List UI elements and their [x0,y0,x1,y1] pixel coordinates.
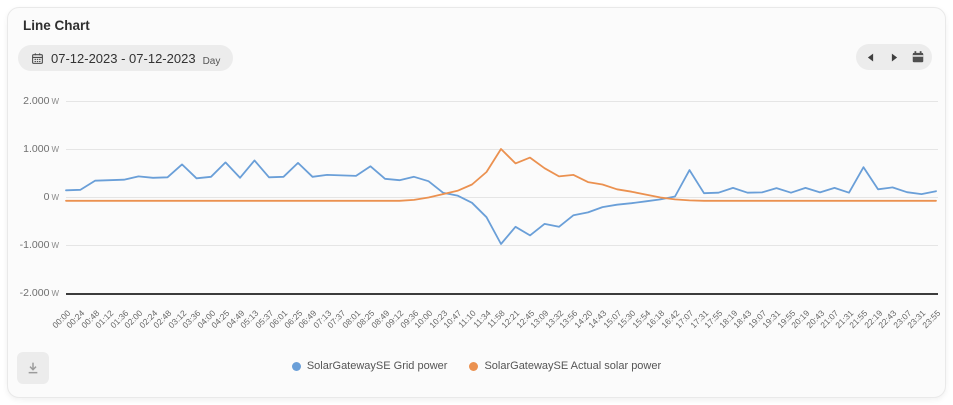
calendar-icon [31,52,44,65]
x-axis-line [66,293,938,295]
date-range-picker[interactable]: 07-12-2023 - 07-12-2023 Day [18,45,234,71]
date-range-label: 07-12-2023 - 07-12-2023 [51,50,196,66]
plot-canvas[interactable] [65,97,938,297]
legend-label-grid-power: SolarGatewaySE Grid power [306,360,448,372]
y-tick-label: -1.000 W [19,239,59,251]
series-line-0 [65,159,937,245]
gridline [66,101,938,102]
legend: SolarGatewaySE Grid power SolarGatewaySE… [8,360,945,372]
legend-label-solar-power: SolarGatewaySE Actual solar power [484,360,662,372]
solar-power-series-dot [469,361,479,371]
period-label: Day [202,56,221,67]
next-day-button[interactable] [885,47,903,67]
legend-item-grid-power[interactable]: SolarGatewaySE Grid power [291,360,448,372]
page-title: Line Chart [23,18,90,33]
series-line-1 [65,148,937,202]
download-button[interactable] [17,352,49,384]
grid-power-series-dot [291,361,301,371]
line-chart-card: Line Chart 07-12-2023 - 07-12-2023 Day [7,7,946,398]
y-tick-label: -2.000 W [19,287,59,299]
download-icon [25,360,41,376]
date-nav-controls [856,44,932,70]
gridline [66,245,938,246]
y-tick-label: 2.000 W [23,95,59,107]
prev-day-button[interactable] [862,47,880,67]
calendar-button[interactable] [909,47,927,67]
gridline [66,197,938,198]
y-tick-label: 1.000 W [23,143,59,155]
legend-item-solar-power[interactable]: SolarGatewaySE Actual solar power [469,360,661,372]
